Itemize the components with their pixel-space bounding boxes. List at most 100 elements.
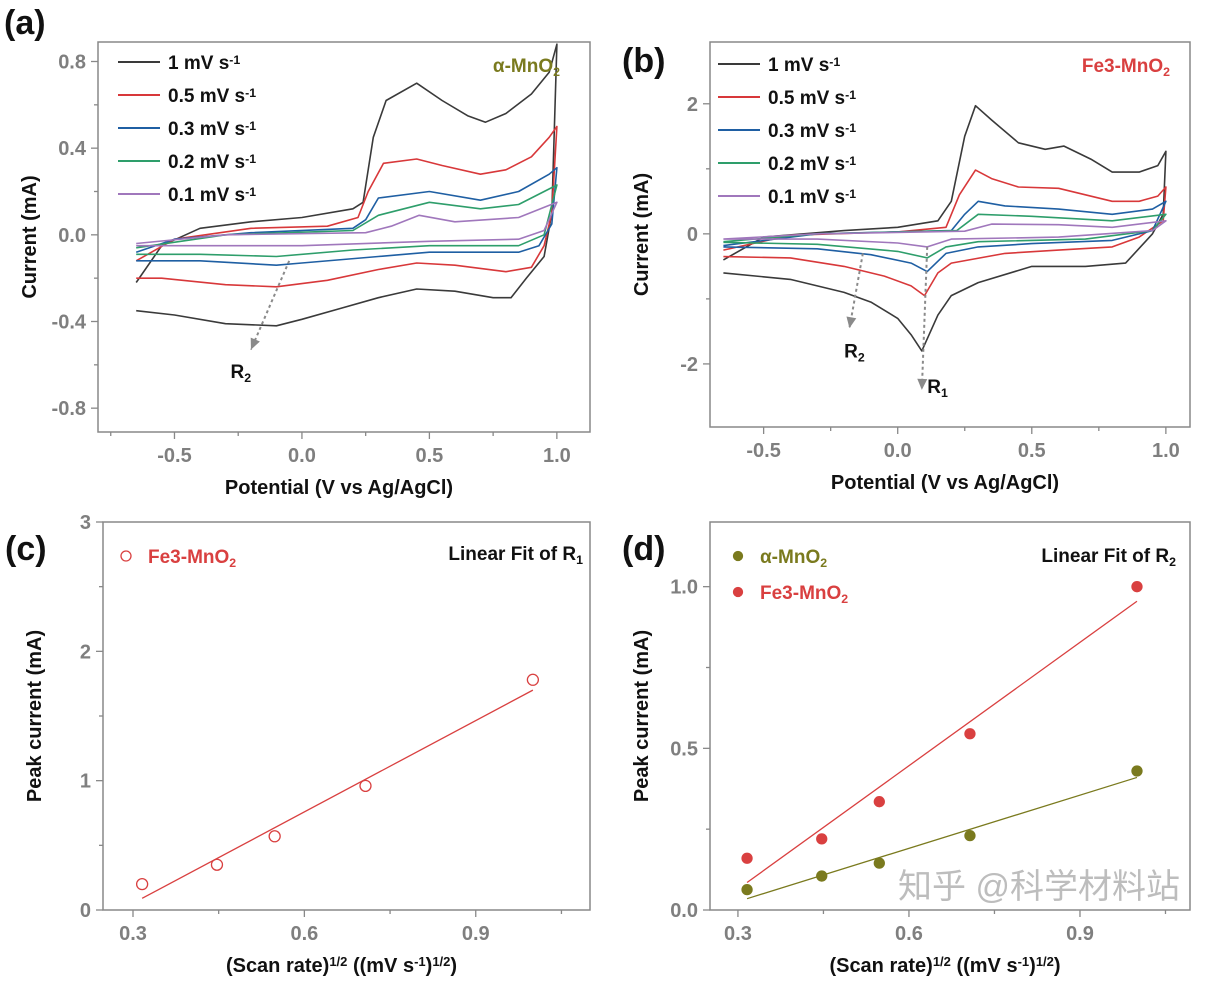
- x-tick-label: -0.5: [746, 440, 780, 462]
- legend-label: Fe3-MnO2: [760, 583, 848, 606]
- text-segment: (Scan rate): [829, 955, 932, 977]
- text-segment: 1 mV s: [768, 55, 829, 76]
- x-tick-label: 0.3: [119, 923, 147, 945]
- legend-label: 0.3 mV s-1: [168, 119, 256, 140]
- peak-annotation: R1: [927, 377, 948, 400]
- plot-frame: [709, 521, 1191, 911]
- text-segment: 0.2 mV s: [768, 154, 845, 175]
- data-point: [964, 728, 976, 740]
- legend-label: 0.1 mV s-1: [168, 185, 256, 206]
- panel-a: -0.5 0.0 0.5 1.0 0.8 0.4 0.0 -0.4 -0.8 Potential …: [4, 4, 591, 499]
- text-segment: ((mV s: [347, 955, 414, 977]
- y-tick-label: 0.0: [58, 225, 86, 247]
- text-segment: R: [844, 341, 858, 362]
- x-tick-label: -0.5: [157, 445, 191, 467]
- legend-marker: [732, 586, 744, 598]
- x-axis-label: (Scan rate)1/2 ((mV s-1)1/2): [226, 954, 457, 977]
- x-tick-label: 0.9: [1066, 923, 1094, 945]
- panel-label: (b): [622, 42, 665, 80]
- data-point: [964, 829, 976, 842]
- data-point: [135, 877, 149, 891]
- panel-d: 0.3 0.6 0.90.00.51.0(Scan rate)1/2 ((mV s-…: [622, 521, 1191, 977]
- cv-curve: [723, 104, 1167, 352]
- legend-label: 0.3 mV s-1: [768, 121, 856, 142]
- data-point: [816, 833, 828, 845]
- peak-annotation: R2: [844, 341, 865, 364]
- cv-curve: [723, 169, 1167, 297]
- text-segment: 0.3 mV s: [768, 121, 845, 142]
- y-tick-label: 1: [80, 771, 91, 793]
- sup-text: 1/2: [432, 954, 450, 969]
- cv-curve: [136, 184, 558, 258]
- legend-label: 0.5 mV s-1: [768, 88, 856, 109]
- legend-label: 0.2 mV s-1: [768, 154, 856, 175]
- sup-text: -1: [229, 53, 240, 67]
- y-axis-label: Current (mA): [19, 175, 41, 298]
- panel-label: (d): [622, 530, 665, 568]
- x-axis-label: (Scan rate)1/2 ((mV s-1)1/2): [829, 954, 1060, 977]
- legend-marker: [732, 550, 744, 562]
- x-tick-label: 1.0: [543, 445, 571, 467]
- x-axis-label: Potential (V vs Ag/AgCl): [225, 477, 453, 499]
- text-segment: Fe3-MnO: [1082, 56, 1163, 77]
- x-axis-label: Potential (V vs Ag/AgCl): [831, 472, 1059, 494]
- data-point: [873, 857, 885, 869]
- sup-text: -1: [845, 121, 856, 135]
- sup-text: 1/2: [1036, 954, 1054, 969]
- y-tick-label: 0.5: [670, 738, 698, 760]
- linear-fit-line: [746, 600, 1138, 884]
- text-segment: ): [1054, 955, 1061, 977]
- sub-text: 2: [244, 370, 251, 384]
- text-segment: ): [426, 955, 433, 977]
- cv-curve: [136, 201, 558, 247]
- x-tick-label: 1.0: [1152, 440, 1180, 462]
- text-segment: α-MnO: [760, 547, 820, 568]
- text-segment: 0.5 mV s: [168, 86, 245, 107]
- text-segment: 0.3 mV s: [168, 119, 245, 140]
- text-segment: R: [927, 377, 941, 398]
- y-tick-label: 3: [80, 512, 91, 534]
- cv-curve: [135, 43, 558, 327]
- panel-label: (a): [4, 4, 46, 42]
- legend-label: α-MnO2: [760, 547, 827, 570]
- legend-marker: [120, 550, 132, 562]
- text-segment: R: [231, 362, 245, 383]
- legend-label: 0.5 mV s-1: [168, 86, 256, 107]
- cv-curve: [723, 220, 1167, 248]
- x-tick-label: 0.5: [415, 445, 443, 467]
- y-axis-label: Peak current (mA): [24, 630, 46, 802]
- x-tick-label: 0.6: [290, 923, 318, 945]
- y-tick-label: 0: [80, 900, 91, 922]
- sub-text: 2: [1169, 555, 1176, 569]
- data-point: [1131, 581, 1143, 593]
- sup-text: -1: [245, 152, 256, 166]
- y-tick-label: 0.8: [58, 52, 86, 74]
- text-segment: 0.1 mV s: [168, 185, 245, 206]
- sup-text: 1/2: [329, 954, 347, 969]
- plot-frame: [97, 41, 591, 433]
- panel-label: (c): [5, 530, 47, 568]
- sup-text: -1: [245, 119, 256, 133]
- text-segment: ): [1029, 955, 1036, 977]
- legend-label: 0.1 mV s-1: [768, 187, 856, 208]
- data-point: [873, 796, 885, 808]
- dotted-arrow-line: [848, 253, 864, 329]
- data-point: [816, 870, 828, 882]
- data-point: [1131, 765, 1143, 777]
- cv-curve: [723, 200, 1167, 273]
- text-segment: α-MnO: [493, 56, 553, 77]
- text-segment: 0.5 mV s: [768, 88, 845, 109]
- text-segment: Linear Fit of R: [1041, 546, 1169, 567]
- sub-text: 2: [820, 556, 827, 570]
- cv-curve: [135, 125, 558, 288]
- panel-b: -0.5 0.0 0.5 1.0 2 0 -2 Potential (V vs Ag/AgCl…: [622, 41, 1191, 494]
- sample-label: Fe3-MnO2: [1082, 56, 1170, 79]
- sub-text: 1: [576, 553, 583, 567]
- fit-title: Linear Fit of R1: [448, 544, 583, 567]
- y-tick-label: 2: [687, 94, 698, 116]
- text-segment: 0.1 mV s: [768, 187, 845, 208]
- legend-label: Fe3-MnO2: [148, 547, 236, 570]
- sup-text: -1: [845, 154, 856, 168]
- watermark: 知乎 @科学材料站: [898, 868, 1180, 906]
